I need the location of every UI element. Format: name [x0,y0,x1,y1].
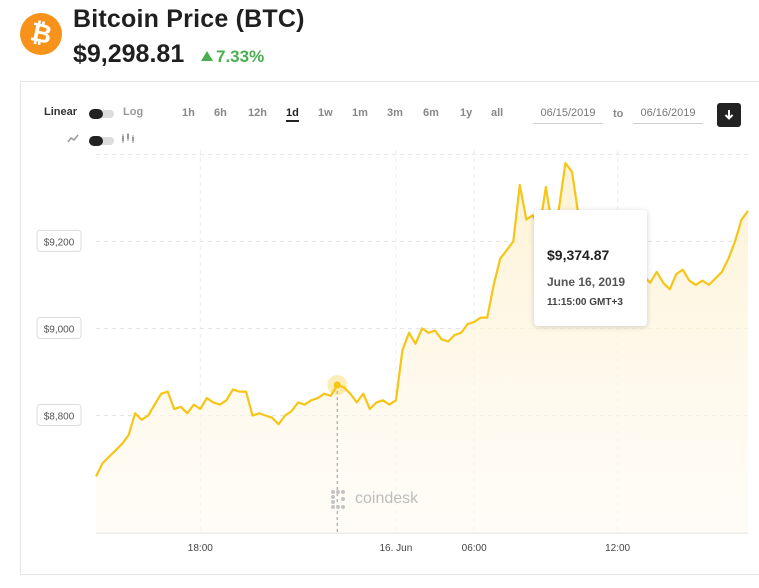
date-to-input[interactable] [633,103,703,124]
coindesk-logo-icon [331,490,345,509]
range-button-3m[interactable]: 3m [387,107,403,119]
line-chart-icon[interactable] [67,134,79,144]
range-button-6m[interactable]: 6m [423,107,439,119]
price-tooltip: $9,374.87 June 16, 2019 11:15:00 GMT+3 [534,210,647,326]
candlestick-icon[interactable] [121,133,135,145]
download-arrow-icon [724,110,734,120]
coindesk-watermark: coindesk [330,489,418,514]
range-button-12h[interactable]: 12h [248,107,267,119]
header: ₿ Bitcoin Price (BTC) $9,298.81 7.33% [0,0,759,80]
current-price: $9,298.81 [73,40,185,68]
price-change: 7.33% [201,47,264,67]
price-change-value: 7.33% [216,47,265,66]
tooltip-time: 11:15:00 GMT+3 [547,297,623,308]
range-button-1y[interactable]: 1y [460,107,473,119]
tooltip-price: $9,374.87 [547,247,610,263]
range-button-1d[interactable]: 1d [286,107,299,122]
range-button-1w[interactable]: 1w [318,107,333,119]
download-button[interactable] [717,103,741,127]
date-from-input[interactable] [533,103,603,124]
up-triangle-icon [201,51,213,61]
coindesk-watermark-text: coindesk [355,490,419,507]
range-button-1h[interactable]: 1h [182,107,195,119]
scale-log-label: Log [123,106,144,118]
range-button-all[interactable]: all [491,107,504,119]
highlight-point[interactable] [333,381,341,389]
range-button-6h[interactable]: 6h [214,107,227,119]
chart-type-toggle[interactable] [89,136,114,146]
tooltip-date: June 16, 2019 [547,275,626,289]
date-to-separator: to [613,108,624,120]
page-title: Bitcoin Price (BTC) [73,5,305,33]
scale-linear-label: Linear [44,106,78,118]
scale-toggle[interactable] [89,109,114,119]
bitcoin-logo-icon: ₿ [20,13,62,55]
range-button-1m[interactable]: 1m [352,107,368,119]
